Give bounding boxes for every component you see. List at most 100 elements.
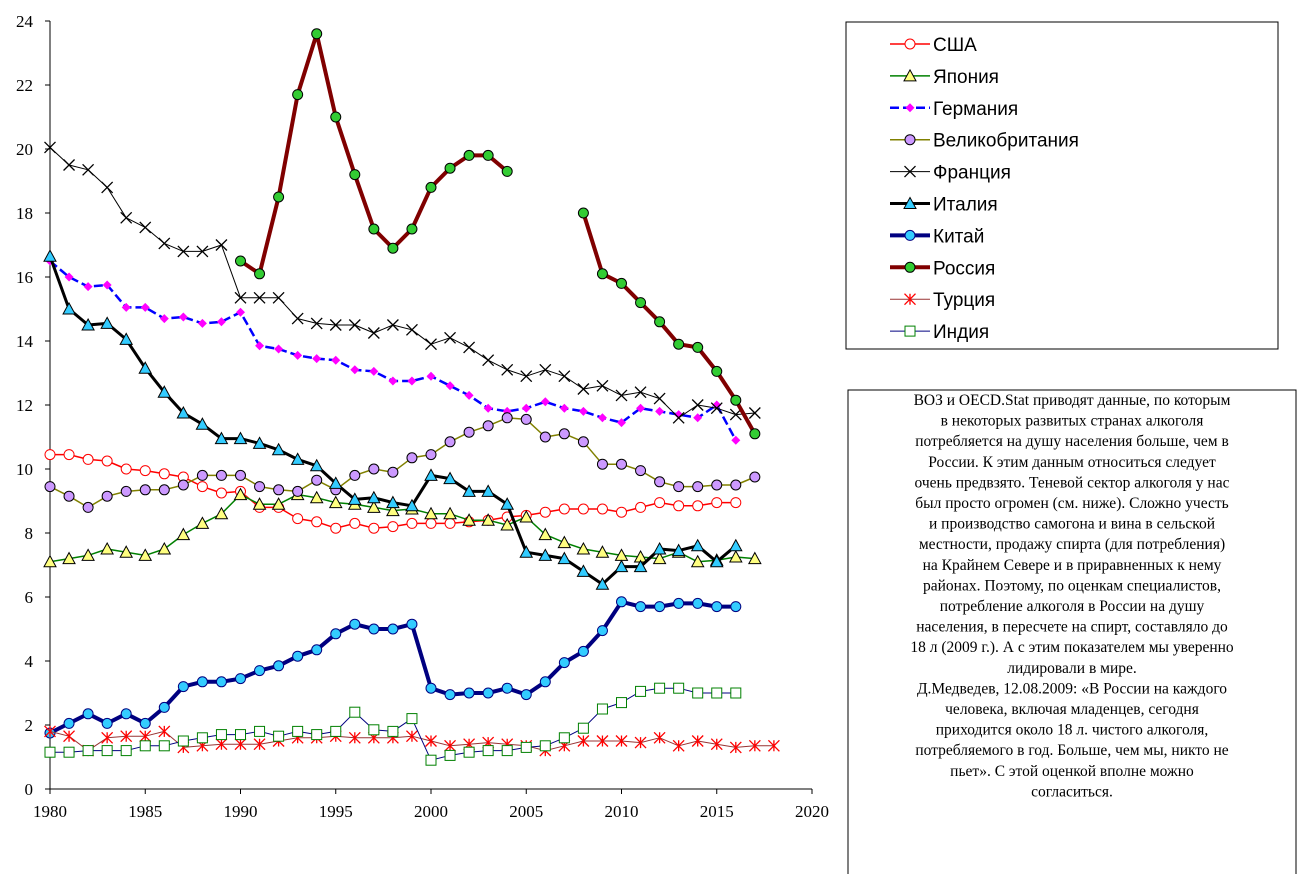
- note-line: потребляется на душу населения больше, ч…: [915, 433, 1229, 450]
- marker: [730, 394, 742, 406]
- marker: [616, 458, 627, 470]
- marker: [730, 479, 742, 491]
- marker: [196, 732, 208, 744]
- marker: [904, 229, 916, 241]
- marker: [214, 431, 229, 445]
- marker: [101, 490, 113, 502]
- marker: [329, 319, 342, 331]
- marker: [636, 403, 646, 413]
- x-tick-label: 1990: [224, 802, 258, 821]
- marker: [692, 481, 704, 493]
- marker: [539, 506, 551, 518]
- marker: [347, 492, 362, 505]
- marker: [252, 436, 267, 449]
- marker: [290, 452, 305, 465]
- marker: [444, 749, 456, 761]
- marker: [388, 376, 398, 386]
- marker: [119, 545, 134, 558]
- marker: [577, 722, 589, 734]
- marker: [367, 327, 380, 339]
- marker: [367, 500, 381, 513]
- marker: [292, 513, 304, 525]
- marker: [140, 302, 150, 312]
- marker: [82, 501, 94, 513]
- marker: [349, 618, 361, 630]
- marker: [748, 551, 762, 565]
- note-line: потребление алкоголя в России на душу: [940, 598, 1205, 615]
- marker: [406, 618, 418, 630]
- marker: [368, 724, 380, 736]
- marker: [101, 455, 113, 467]
- marker: [501, 745, 513, 757]
- marker: [120, 485, 132, 497]
- marker: [119, 332, 134, 345]
- marker: [445, 381, 455, 391]
- marker: [444, 436, 456, 448]
- marker: [520, 413, 532, 425]
- marker: [673, 481, 685, 493]
- marker: [235, 255, 246, 267]
- marker: [195, 417, 210, 430]
- marker: [214, 506, 229, 520]
- marker: [273, 191, 285, 203]
- marker: [519, 509, 534, 523]
- marker: [596, 735, 609, 747]
- marker: [83, 282, 93, 292]
- marker: [711, 687, 723, 699]
- marker: [728, 549, 743, 563]
- marker: [158, 468, 170, 480]
- marker: [349, 706, 361, 718]
- marker: [482, 354, 495, 367]
- x-tick-label: 1980: [33, 802, 67, 821]
- legend-label: Франция: [933, 163, 1011, 184]
- marker: [463, 149, 475, 161]
- marker: [903, 196, 917, 209]
- marker: [904, 165, 916, 178]
- marker: [425, 735, 437, 747]
- marker: [520, 741, 532, 753]
- marker: [139, 221, 152, 234]
- marker: [63, 730, 76, 743]
- marker: [309, 490, 324, 504]
- marker: [406, 223, 418, 235]
- marker: [635, 685, 647, 697]
- marker: [690, 538, 705, 552]
- marker: [197, 318, 207, 328]
- y-tick-label: 14: [16, 332, 34, 351]
- marker: [501, 165, 513, 177]
- marker: [481, 513, 495, 526]
- marker: [463, 341, 476, 354]
- marker: [558, 732, 570, 744]
- marker: [102, 280, 112, 290]
- marker: [234, 291, 247, 304]
- marker: [904, 38, 916, 50]
- marker: [617, 418, 626, 428]
- marker: [655, 406, 665, 416]
- series-line: [49, 599, 736, 735]
- note-line: приходится около 18 л. чистого алкоголя,: [936, 722, 1208, 739]
- marker: [424, 506, 438, 520]
- marker: [538, 548, 553, 561]
- marker: [596, 379, 609, 392]
- marker: [196, 245, 209, 258]
- marker: [558, 370, 571, 383]
- marker: [234, 738, 247, 751]
- note-line: человека, включая младенцев, сегодня: [945, 701, 1199, 718]
- marker: [139, 717, 151, 729]
- marker: [387, 623, 399, 635]
- marker: [349, 469, 361, 481]
- marker: [464, 390, 474, 400]
- legend-label: США: [933, 35, 977, 56]
- marker: [905, 103, 915, 113]
- marker: [368, 623, 380, 635]
- marker: [520, 370, 533, 383]
- marker: [406, 452, 418, 464]
- marker: [576, 541, 591, 555]
- x-tick-label: 2010: [605, 802, 639, 821]
- marker: [577, 645, 589, 657]
- note-line: Д.Медведев, 12.08.2009: «В России на каж…: [917, 680, 1227, 697]
- marker: [538, 527, 553, 541]
- marker: [348, 319, 361, 331]
- marker: [539, 676, 551, 688]
- marker: [43, 249, 57, 262]
